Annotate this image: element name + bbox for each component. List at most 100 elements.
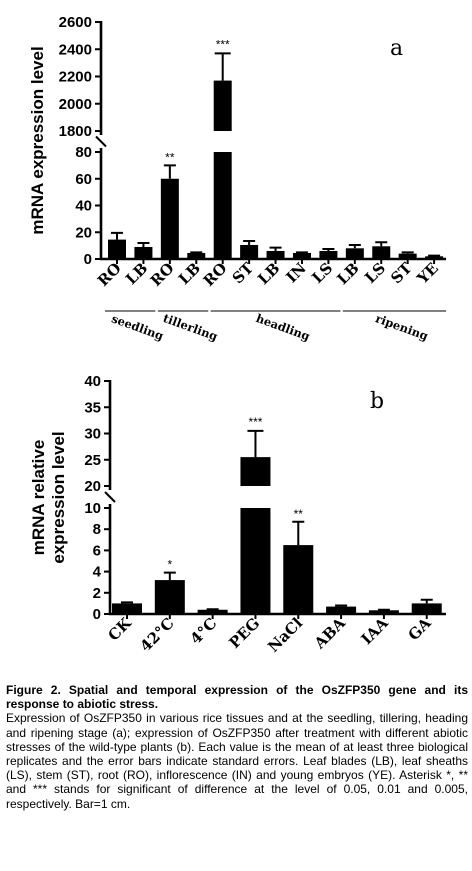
y-axis-label: mRNA relative	[29, 440, 48, 556]
x-tick-label: ST	[229, 259, 258, 288]
x-tick-label: LB	[334, 259, 363, 288]
significance-label: *	[167, 558, 172, 572]
significance-label: ***	[248, 415, 262, 429]
x-tick-label: LB	[254, 259, 283, 288]
x-tick-label: LS	[308, 259, 336, 287]
error-bar	[247, 429, 264, 458]
x-tick-label: RO	[147, 259, 178, 290]
bar	[160, 178, 179, 259]
error-bar	[243, 239, 256, 245]
bar	[108, 239, 126, 259]
bar	[368, 610, 399, 614]
y-axis-label: expression level	[49, 431, 68, 563]
panel-a-chart: 0 20 40 60 80 1800 2000 2200 2400 2600 mRNA expres…	[28, 14, 447, 344]
significance-label: **	[294, 507, 304, 521]
y-tick-label: 2600	[59, 14, 92, 31]
y-tick-label: 2	[93, 585, 101, 602]
bar	[411, 603, 442, 614]
y-tick-label: 6	[93, 542, 101, 559]
error-bar	[206, 608, 219, 611]
y-tick-label: 10	[84, 500, 101, 517]
panel-b-chart: 0 2 4 6 8 10 20 25 30 35 40 mRNA relative expression…	[29, 373, 446, 656]
bar	[345, 248, 364, 259]
group-label: seedling	[110, 311, 166, 343]
y-tick-label: 25	[84, 452, 101, 469]
error-bar	[121, 601, 133, 604]
error-bar	[163, 571, 176, 581]
x-tick-label: RO	[94, 259, 125, 290]
bar	[240, 508, 271, 614]
bar	[240, 457, 271, 486]
x-tick-label: LB	[175, 259, 204, 288]
x-tick-label: IAA	[358, 614, 392, 648]
error-bar	[420, 598, 433, 604]
x-tick-label: 42°C	[136, 614, 177, 655]
y-tick-label: 20	[75, 224, 92, 241]
y-tick-label: 0	[93, 606, 101, 623]
error-bar	[401, 251, 414, 254]
error-bar	[428, 254, 441, 257]
x-tick-label: LS	[361, 259, 389, 287]
y-tick-label: 0	[84, 251, 92, 268]
error-bar	[335, 604, 348, 607]
significance-label: **	[165, 150, 175, 164]
bar	[319, 250, 338, 259]
y-tick-label: 1800	[59, 123, 92, 140]
group-label: tillerling	[161, 311, 219, 344]
y-tick-label: 2000	[59, 96, 92, 113]
bar	[266, 250, 285, 259]
bar	[112, 603, 142, 614]
y-tick-label: 4	[93, 564, 102, 581]
y-tick-label: 8	[93, 521, 101, 538]
y-tick-label: 35	[84, 399, 101, 416]
error-bar	[375, 241, 388, 247]
error-bar	[295, 251, 308, 254]
error-bar	[137, 241, 150, 247]
y-tick-label: 30	[84, 426, 101, 443]
bar	[154, 580, 185, 614]
error-bar	[269, 246, 282, 251]
error-bar	[163, 164, 176, 179]
y-tick-label: 80	[75, 144, 92, 161]
y-axis-label: mRNA expression level	[28, 46, 47, 234]
group-label: headling	[254, 311, 312, 343]
bar	[326, 606, 357, 614]
y-tick-label: 2400	[59, 41, 92, 58]
x-tick-label: NaCl	[264, 614, 306, 656]
bar	[197, 609, 228, 614]
x-tick-label: ABA	[310, 614, 349, 653]
bar	[240, 244, 259, 259]
bar	[292, 252, 311, 259]
x-tick-label: RO	[200, 259, 231, 290]
bar	[134, 246, 153, 259]
panel-label: b	[370, 389, 384, 414]
x-tick-label: PEG	[225, 614, 263, 652]
axis-break-mark	[104, 491, 116, 503]
bar	[372, 246, 391, 259]
x-tick-label: YE	[413, 259, 442, 288]
bar	[187, 252, 206, 259]
y-tick-label: 2200	[59, 69, 92, 86]
y-tick-label: 40	[75, 198, 92, 215]
caption-body: Expression of OsZFP350 in various rice t…	[6, 711, 468, 811]
x-tick-label: LB	[122, 259, 151, 288]
axis-break-mark	[95, 135, 107, 148]
bar	[213, 80, 232, 131]
error-bar	[111, 231, 123, 240]
caption-title: Figure 2. Spatial and temporal expressio…	[6, 683, 468, 712]
x-tick-label: 4°C	[187, 614, 221, 648]
error-bar	[322, 247, 335, 251]
bar	[425, 256, 444, 259]
x-tick-label: CK	[104, 613, 135, 644]
x-tick-label: ST	[387, 259, 416, 288]
figure-caption: Figure 2. Spatial and temporal expressio…	[6, 683, 468, 811]
error-bar	[214, 52, 231, 81]
bar	[398, 253, 417, 259]
y-tick-label: 20	[84, 478, 101, 495]
panel-label: a	[390, 36, 403, 61]
x-tick-label: IN	[282, 259, 310, 287]
bar	[283, 545, 314, 614]
error-bar	[348, 243, 361, 249]
error-bar	[292, 520, 305, 546]
